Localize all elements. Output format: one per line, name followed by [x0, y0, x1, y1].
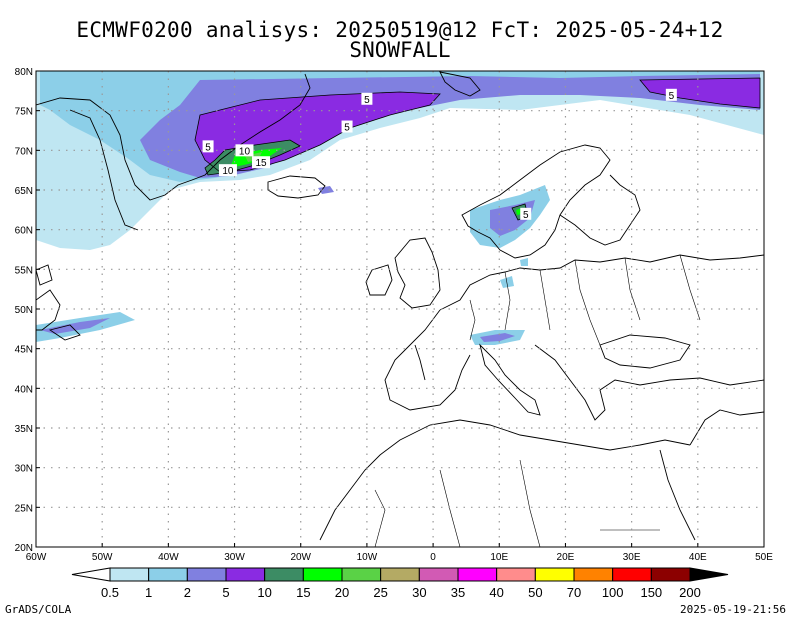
longitude-label: 10E	[490, 552, 508, 563]
contour-label-bg	[341, 120, 353, 133]
colorbar-label: 40	[489, 585, 503, 600]
latitude-label: 20N	[15, 543, 33, 554]
colorbar: 0.5 1 2 5 10 15 20 25 30 35 40 50 70 100 150 200	[71, 567, 729, 600]
longitude-label: 0	[430, 552, 436, 563]
longitude-label: 40E	[689, 552, 707, 563]
colorbar-over-arrow	[689, 567, 729, 582]
contour-label: 5	[364, 95, 370, 106]
contour-label: 10	[222, 166, 234, 177]
latitude-label: 70N	[15, 146, 33, 157]
contour-label: 5	[205, 142, 211, 153]
latitude-label: 55N	[15, 265, 33, 276]
colorbar-label: 0.5	[101, 585, 119, 600]
latitude-label: 45N	[15, 345, 33, 356]
contour-label: 15	[255, 158, 267, 169]
colorbar-swatch	[225, 567, 266, 582]
colorbar-swatch	[148, 567, 188, 582]
longitude-label: 50W	[92, 552, 113, 563]
contour-label-bg	[665, 88, 677, 101]
longitude-label: 20W	[290, 552, 311, 563]
longitude-label: 10W	[357, 552, 378, 563]
colorbar-label: 70	[567, 585, 581, 600]
latitude-labels: 80N 75N 70N 65N 60N 55N 50N 45N 40N 35N 30N 25N 20N	[15, 67, 40, 554]
contour-label: 5	[669, 91, 675, 102]
latitude-label: 65N	[15, 186, 33, 197]
colorbar-label: 50	[528, 585, 542, 600]
coastlines	[36, 71, 764, 547]
longitude-label: 60W	[26, 552, 47, 563]
longitude-label: 30E	[623, 552, 641, 563]
longitude-label: 50E	[755, 552, 773, 563]
longitude-label: 40W	[158, 552, 179, 563]
colorbar-swatch	[612, 567, 652, 582]
map-subtitle: SNOWFALL	[349, 38, 451, 62]
contour-label-bg	[252, 156, 271, 169]
colorbar-swatch	[534, 567, 575, 582]
colorbar-label: 150	[640, 585, 662, 600]
colorbar-label: 5	[222, 585, 229, 600]
contour-label-bg	[520, 207, 532, 220]
colorbar-label: 20	[335, 585, 349, 600]
contour-label-bg	[361, 92, 373, 105]
longitude-label: 20E	[557, 552, 575, 563]
contour-label: 5	[344, 123, 350, 134]
colorbar-swatch	[302, 567, 343, 582]
colorbar-label: 15	[296, 585, 310, 600]
latitude-label: 25N	[15, 503, 33, 514]
contour-label: 10	[239, 146, 251, 157]
colorbar-swatch	[264, 567, 304, 582]
colorbar-swatch	[186, 567, 227, 582]
colorbar-label: 25	[373, 585, 387, 600]
longitude-labels: 60W 50W 40W 30W 20W 10W 0 10E 20E 30E 40E 50E	[26, 543, 773, 563]
latitude-label: 75N	[15, 107, 33, 118]
colorbar-swatch	[650, 567, 691, 582]
contour-label-bg	[218, 164, 237, 177]
colorbar-label: 200	[679, 585, 701, 600]
colorbar-label: 30	[412, 585, 426, 600]
colorbar-swatch	[457, 567, 498, 582]
colorbar-swatch	[109, 567, 150, 582]
contour-labels: 5 5 5 10 15 10 5 5	[202, 88, 677, 221]
latitude-label: 35N	[15, 424, 33, 435]
latitude-label: 80N	[15, 67, 33, 78]
colorbar-label: 10	[257, 585, 271, 600]
latitude-label: 30N	[15, 464, 33, 475]
colorbar-label: 35	[451, 585, 465, 600]
colorbar-under-arrow	[71, 567, 111, 582]
colorbar-swatch	[341, 567, 382, 582]
colorbar-swatch	[418, 567, 459, 582]
footer-credit: GrADS/COLA	[5, 603, 72, 616]
contour-label-bg	[235, 144, 254, 157]
footer-timestamp: 2025-05-19-21:56	[680, 603, 786, 616]
contour-label-bg	[202, 140, 214, 153]
latitude-label: 40N	[15, 384, 33, 395]
colorbar-label: 1	[145, 585, 152, 600]
colorbar-label: 100	[602, 585, 624, 600]
contour-label: 5	[523, 210, 529, 221]
colorbar-label: 2	[184, 585, 191, 600]
colorbar-swatch	[573, 567, 614, 582]
colorbar-swatch	[496, 567, 536, 582]
map-title: ECMWF0200 analisys: 20250519@12 FcT: 202…	[76, 18, 724, 42]
colorbar-swatch	[380, 567, 420, 582]
longitude-label: 30W	[224, 552, 245, 563]
latitude-label: 50N	[15, 305, 33, 316]
latitude-label: 60N	[15, 226, 33, 237]
graticule	[36, 71, 764, 547]
